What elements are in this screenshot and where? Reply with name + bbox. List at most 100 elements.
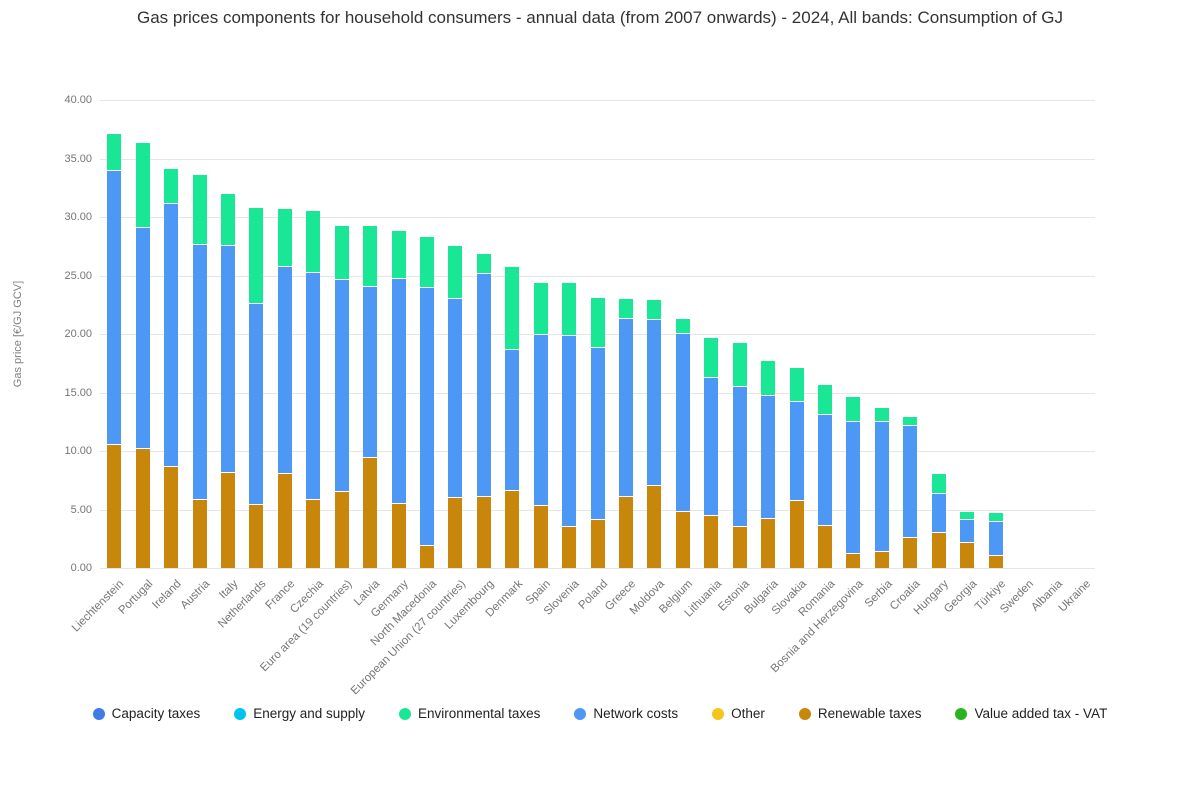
bar-segment-renewable-taxes[interactable] — [590, 520, 605, 568]
bar-segment-renewable-taxes[interactable] — [562, 527, 577, 568]
bar-segment-renewable-taxes[interactable] — [363, 458, 378, 568]
bar-segment-renewable-taxes[interactable] — [675, 511, 690, 568]
bar-segment-network-costs[interactable] — [761, 396, 776, 519]
bar-croatia[interactable] — [903, 417, 918, 568]
bar-serbia[interactable] — [874, 407, 889, 568]
bar-segment-renewable-taxes[interactable] — [533, 505, 548, 568]
bar-segment-environmental-taxes[interactable] — [363, 226, 378, 288]
bar-segment-network-costs[interactable] — [846, 421, 861, 554]
bar-segment-renewable-taxes[interactable] — [704, 516, 719, 568]
bar-segment-environmental-taxes[interactable] — [306, 211, 321, 274]
bar-segment-renewable-taxes[interactable] — [960, 543, 975, 568]
bar-segment-environmental-taxes[interactable] — [220, 193, 235, 247]
bar-segment-environmental-taxes[interactable] — [817, 385, 832, 415]
bar-segment-network-costs[interactable] — [448, 298, 463, 498]
bar-segment-renewable-taxes[interactable] — [618, 496, 633, 568]
bar-poland[interactable] — [590, 297, 605, 568]
bar-segment-renewable-taxes[interactable] — [306, 500, 321, 568]
bar-segment-network-costs[interactable] — [874, 421, 889, 552]
bar-segment-environmental-taxes[interactable] — [448, 246, 463, 299]
bar-segment-renewable-taxes[interactable] — [732, 527, 747, 568]
bar-segment-renewable-taxes[interactable] — [874, 551, 889, 568]
bar-segment-environmental-taxes[interactable] — [647, 300, 662, 320]
bar-latvia[interactable] — [363, 226, 378, 568]
bar-north-macedonia[interactable] — [419, 236, 434, 568]
bar-segment-environmental-taxes[interactable] — [562, 282, 577, 337]
bar-segment-network-costs[interactable] — [647, 319, 662, 487]
bar-segment-network-costs[interactable] — [704, 378, 719, 517]
bar-segment-environmental-taxes[interactable] — [164, 169, 179, 205]
bar-segment-environmental-taxes[interactable] — [533, 282, 548, 336]
bar-segment-environmental-taxes[interactable] — [704, 337, 719, 379]
bar-belgium[interactable] — [675, 318, 690, 568]
bar-segment-network-costs[interactable] — [107, 171, 122, 446]
bar-segment-network-costs[interactable] — [476, 274, 491, 497]
bar-segment-network-costs[interactable] — [164, 204, 179, 468]
bar-segment-environmental-taxes[interactable] — [107, 133, 122, 172]
bar-segment-network-costs[interactable] — [675, 333, 690, 512]
bar-segment-network-costs[interactable] — [220, 246, 235, 474]
bar-segment-environmental-taxes[interactable] — [590, 297, 605, 349]
bar-segment-renewable-taxes[interactable] — [419, 545, 434, 568]
bar-ireland[interactable] — [164, 169, 179, 568]
bar-segment-renewable-taxes[interactable] — [448, 497, 463, 568]
bar-segment-environmental-taxes[interactable] — [476, 254, 491, 275]
bar-segment-network-costs[interactable] — [277, 267, 292, 475]
bar-segment-network-costs[interactable] — [618, 318, 633, 497]
bar-segment-network-costs[interactable] — [306, 273, 321, 501]
bar-segment-network-costs[interactable] — [249, 303, 264, 505]
bar-slovakia[interactable] — [789, 367, 804, 568]
bar-segment-environmental-taxes[interactable] — [874, 407, 889, 422]
bar-segment-environmental-taxes[interactable] — [419, 236, 434, 289]
bar-segment-network-costs[interactable] — [391, 279, 406, 504]
bar-segment-environmental-taxes[interactable] — [505, 267, 520, 351]
bar-t-rkiye[interactable] — [988, 513, 1003, 568]
bar-segment-environmental-taxes[interactable] — [391, 231, 406, 279]
bar-segment-renewable-taxes[interactable] — [647, 486, 662, 568]
bar-segment-network-costs[interactable] — [135, 227, 150, 449]
bar-segment-renewable-taxes[interactable] — [249, 504, 264, 568]
bar-segment-network-costs[interactable] — [988, 522, 1003, 557]
bar-netherlands[interactable] — [249, 207, 264, 568]
bar-segment-environmental-taxes[interactable] — [903, 417, 918, 427]
bar-portugal[interactable] — [135, 143, 150, 568]
bar-liechtenstein[interactable] — [107, 133, 122, 568]
bar-segment-renewable-taxes[interactable] — [931, 532, 946, 568]
bar-georgia[interactable] — [960, 511, 975, 568]
bar-denmark[interactable] — [505, 267, 520, 568]
bar-segment-network-costs[interactable] — [789, 401, 804, 502]
bar-segment-environmental-taxes[interactable] — [988, 513, 1003, 523]
bar-segment-renewable-taxes[interactable] — [334, 491, 349, 568]
bar-segment-renewable-taxes[interactable] — [164, 467, 179, 568]
bar-segment-renewable-taxes[interactable] — [220, 473, 235, 568]
bar-segment-renewable-taxes[interactable] — [817, 525, 832, 568]
bar-segment-renewable-taxes[interactable] — [192, 500, 207, 568]
bar-segment-network-costs[interactable] — [817, 414, 832, 526]
bar-european-union-27-countries-[interactable] — [448, 246, 463, 568]
bar-lithuania[interactable] — [704, 337, 719, 568]
bar-segment-environmental-taxes[interactable] — [249, 207, 264, 304]
bar-segment-renewable-taxes[interactable] — [761, 518, 776, 568]
bar-segment-renewable-taxes[interactable] — [789, 501, 804, 568]
bar-segment-renewable-taxes[interactable] — [846, 553, 861, 568]
bar-segment-network-costs[interactable] — [192, 245, 207, 501]
bar-segment-environmental-taxes[interactable] — [846, 397, 861, 422]
bar-romania[interactable] — [817, 385, 832, 568]
bar-segment-network-costs[interactable] — [562, 336, 577, 528]
bar-segment-network-costs[interactable] — [960, 520, 975, 544]
bar-slovenia[interactable] — [562, 282, 577, 568]
bar-spain[interactable] — [533, 282, 548, 568]
bar-segment-network-costs[interactable] — [590, 348, 605, 520]
bar-segment-environmental-taxes[interactable] — [618, 298, 633, 319]
bar-segment-environmental-taxes[interactable] — [960, 511, 975, 521]
bar-estonia[interactable] — [732, 343, 747, 568]
bar-czechia[interactable] — [306, 211, 321, 568]
bar-segment-network-costs[interactable] — [334, 280, 349, 492]
bar-france[interactable] — [277, 208, 292, 568]
bar-bulgaria[interactable] — [761, 360, 776, 568]
bar-segment-network-costs[interactable] — [363, 287, 378, 458]
bar-segment-environmental-taxes[interactable] — [789, 367, 804, 402]
bar-segment-environmental-taxes[interactable] — [732, 343, 747, 387]
bar-segment-network-costs[interactable] — [505, 350, 520, 491]
bar-austria[interactable] — [192, 174, 207, 568]
